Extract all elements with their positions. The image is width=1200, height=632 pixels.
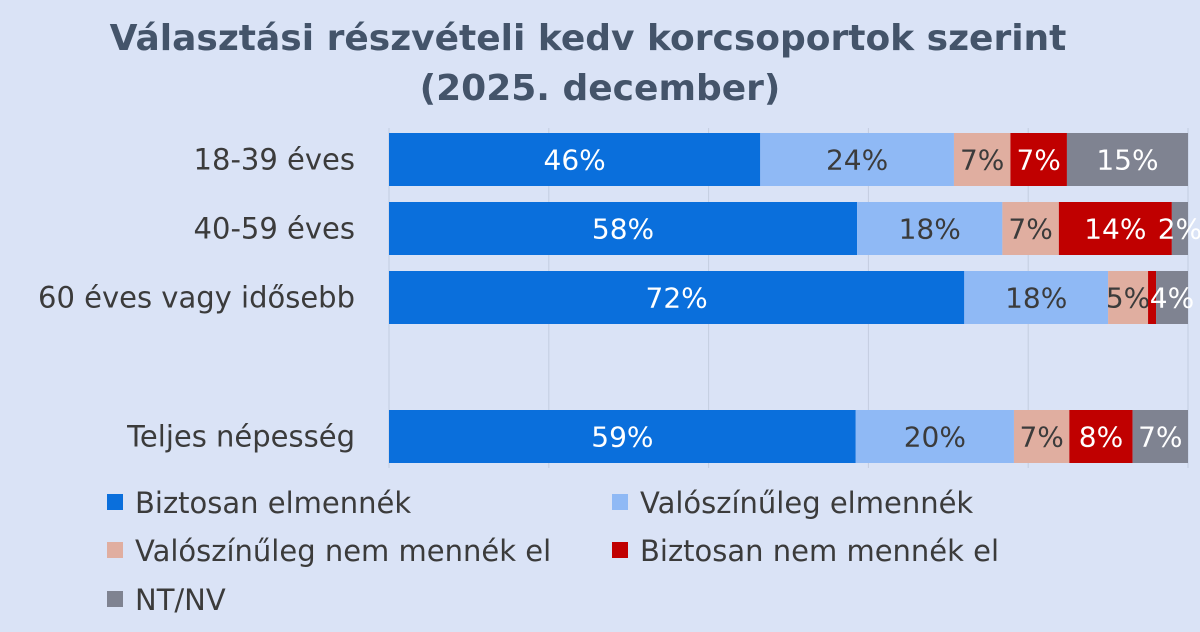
bar-segment [1002,202,1059,255]
data-label: 8% [1079,421,1123,454]
data-label: 15% [1096,144,1158,177]
bar-segment [389,271,965,324]
bar-segment [1171,202,1188,255]
data-label: 7% [1016,144,1060,177]
data-label: 58% [592,213,654,246]
category-label: 60 éves vagy idősebb [38,281,355,315]
data-label: 46% [544,144,606,177]
category-label: 18-39 éves [194,143,355,177]
chart-title: Választási részvételi kedv korcsoportok … [110,18,1067,59]
legend-swatch [107,494,123,510]
legend-label: NT/NV [135,583,226,617]
bar-segment [1010,133,1067,186]
bar-segment [1148,271,1157,324]
bars: 46% 24% 7% 7% 15% 58% 18% 7% 14% 2% 72% 18% 5% 4% 59% 2… [389,133,1200,463]
bar-segment [1013,410,1070,463]
data-label: 4% [1150,282,1194,315]
legend-swatch [612,542,628,558]
category-labels: 18-39 éves 40-59 éves 60 éves vagy idősebb… [38,143,355,454]
bar-segment [1066,133,1188,186]
bar-segment [855,410,1014,463]
bar-segment [389,133,761,186]
legend-swatch [612,494,628,510]
bar-segment [1058,202,1172,255]
legend-swatch [107,591,123,607]
data-label: 7% [1019,421,1063,454]
bar-segment [760,133,954,186]
bar-segment [953,133,1011,186]
data-label: 20% [904,421,966,454]
data-label: 18% [1005,282,1067,315]
bar-segment [964,271,1109,324]
legend-label: Biztosan nem mennék el [640,534,999,568]
bar-segment [1156,271,1188,324]
bar-segment [1108,271,1149,324]
data-label: 7% [960,144,1004,177]
legend-swatch [107,542,123,558]
bar-segment [1132,410,1188,463]
legend-label: Valószínűleg elmennék [640,486,973,520]
data-label: 14% [1084,213,1146,246]
data-label: 7% [1008,213,1052,246]
legend-label: Biztosan elmennék [135,486,411,520]
legend-label: Valószínűleg nem mennék el [135,534,551,568]
chart-subtitle: (2025. december) [420,68,781,109]
data-label: 18% [899,213,961,246]
data-label: 2% [1158,213,1200,246]
data-label: 24% [826,144,888,177]
data-label: 72% [646,282,708,315]
bar-segment [1069,410,1133,463]
data-label: 7% [1138,421,1182,454]
data-label: 5% [1106,282,1150,315]
bar-segment [389,202,858,255]
category-label: Teljes népesség [126,420,355,454]
legend: Biztosan elmennék Valószínűleg elmennék Va… [107,486,999,617]
category-label: 40-59 éves [194,212,355,246]
data-label: 59% [591,421,653,454]
bar-segment [389,410,856,463]
bar-segment [857,202,1003,255]
